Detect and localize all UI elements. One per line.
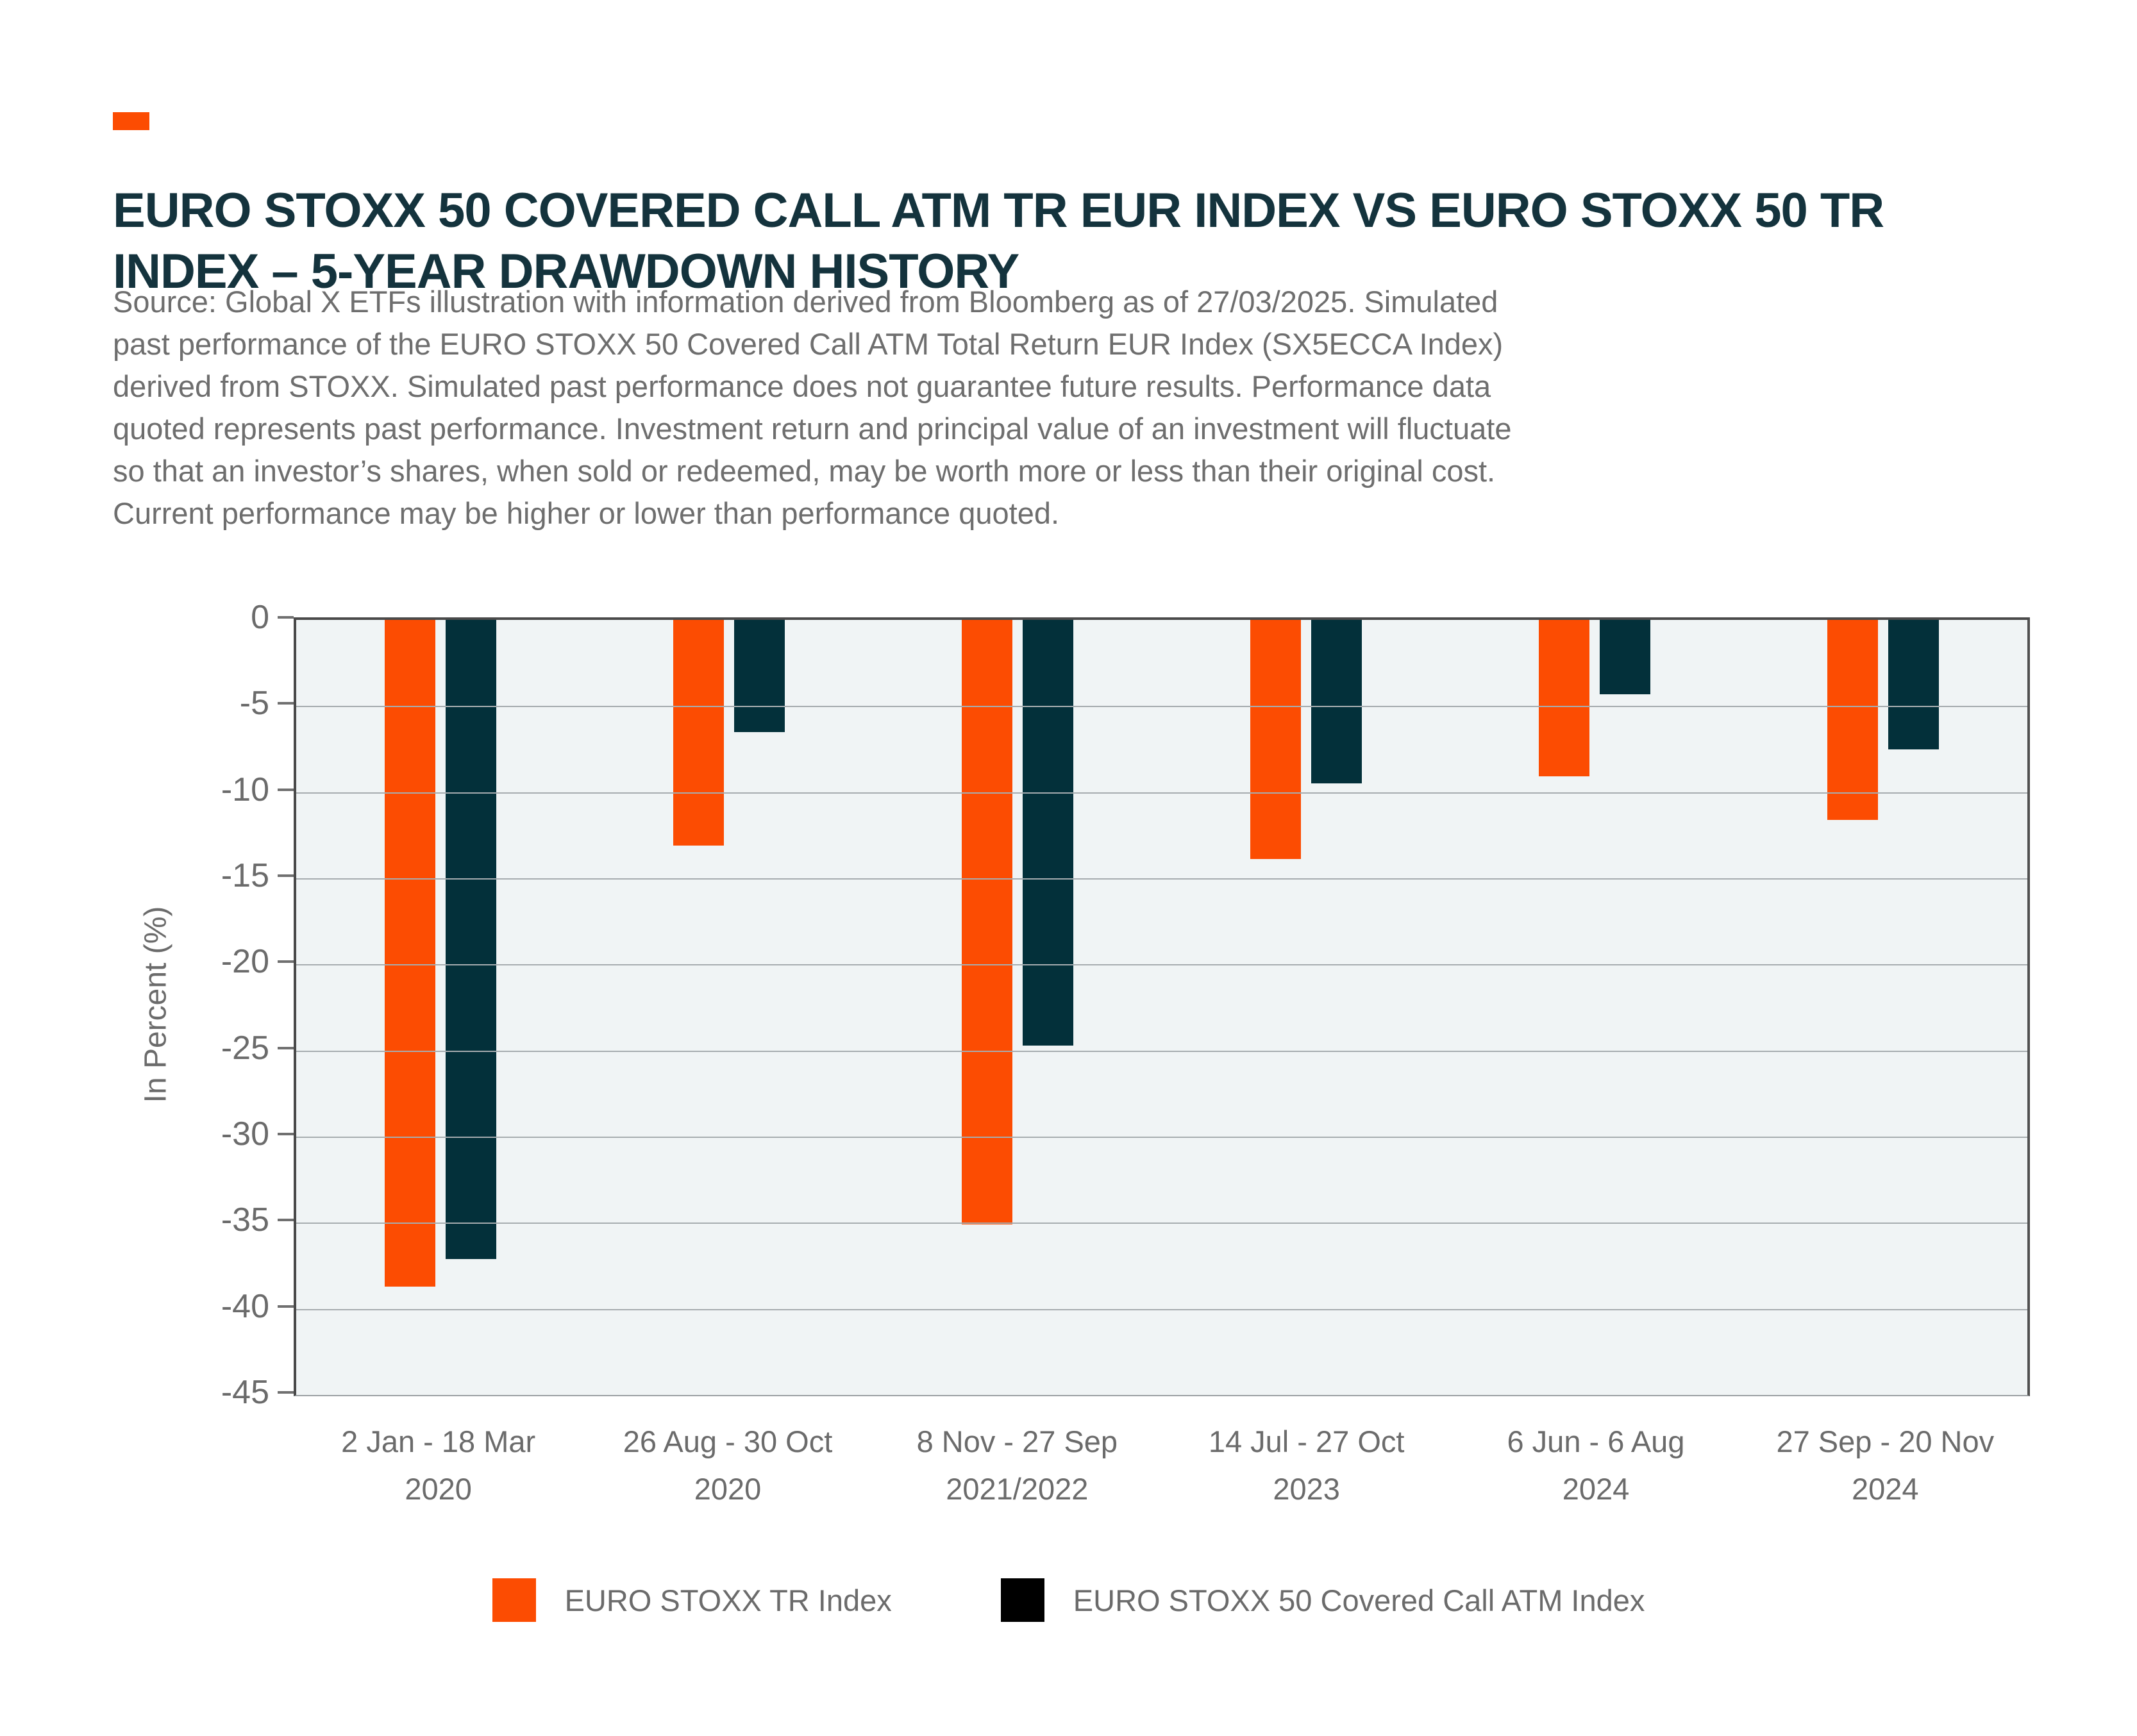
y-axis-tick-label: -25 <box>221 1029 269 1067</box>
bar-covered-call-atm-index <box>1023 620 1073 1046</box>
bar-group <box>1739 620 2027 1395</box>
source-note-line: so that an investor’s shares, when sold … <box>113 454 1496 488</box>
bar-euro-stoxx-tr-index <box>673 620 724 846</box>
bar-euro-stoxx-tr-index <box>1539 620 1589 777</box>
x-axis-category-label: 2 Jan - 18 Mar 2020 <box>294 1418 583 1513</box>
x-axis-category-label-line: 2021/2022 <box>946 1472 1089 1506</box>
x-axis-category-label-line: 2024 <box>1852 1472 1919 1506</box>
x-axis-category-label: 14 Jul - 27 Oct 2023 <box>1162 1418 1451 1513</box>
y-axis-tick-mark <box>278 1305 294 1308</box>
page-title: EURO STOXX 50 COVERED CALL ATM TR EUR IN… <box>113 180 2075 302</box>
source-note-line: Source: Global X ETFs illustration with … <box>113 285 1498 319</box>
page-title-line-1: EURO STOXX 50 COVERED CALL ATM TR EUR IN… <box>113 183 1884 238</box>
x-axis-category-label-line: 2024 <box>1562 1472 1630 1506</box>
y-axis-tick-mark <box>278 1133 294 1135</box>
y-axis-tick-mark <box>278 702 294 705</box>
bar-covered-call-atm-index <box>1311 620 1362 784</box>
y-axis-tick-label: -45 <box>221 1374 269 1411</box>
x-axis-category-label-line: 8 Nov - 27 Sep <box>916 1424 1118 1458</box>
y-axis-tick-label: 0 <box>251 599 269 636</box>
legend-item-euro-stoxx-tr-index: EURO STOXX TR Index <box>492 1578 892 1622</box>
bar-euro-stoxx-tr-index <box>1827 620 1878 820</box>
bar-groups <box>296 620 2027 1395</box>
y-axis-tick-label: -5 <box>239 685 269 722</box>
gridline <box>296 1223 2027 1224</box>
source-note-line: quoted represents past performance. Inve… <box>113 412 1512 446</box>
x-axis-category-label-line: 2020 <box>694 1472 762 1506</box>
source-note: Source: Global X ETFs illustration with … <box>113 281 2075 535</box>
bar-group <box>1162 620 1450 1395</box>
bar-euro-stoxx-tr-index <box>962 620 1012 1225</box>
chart-legend: EURO STOXX TR Index EURO STOXX 50 Covere… <box>0 1578 2137 1622</box>
x-axis-category-label-line: 6 Jun - 6 Aug <box>1507 1424 1685 1458</box>
y-axis-tick-label: -20 <box>221 943 269 981</box>
gridline <box>296 706 2027 708</box>
legend-label: EURO STOXX 50 Covered Call ATM Index <box>1073 1583 1645 1617</box>
chart-plot-area <box>294 617 2030 1396</box>
y-axis-tick-mark <box>278 788 294 791</box>
x-axis-category-label-line: 2 Jan - 18 Mar <box>341 1424 536 1458</box>
legend-swatch-black <box>1000 1578 1044 1622</box>
y-axis-tick-mark <box>278 874 294 877</box>
gridline <box>296 792 2027 794</box>
bar-covered-call-atm-index <box>446 620 496 1259</box>
y-axis-tick-mark <box>278 616 294 619</box>
gridline <box>296 1050 2027 1052</box>
gridline <box>296 1308 2027 1310</box>
bar-covered-call-atm-index <box>734 620 785 732</box>
y-axis-tick-mark <box>278 960 294 964</box>
bar-group <box>296 620 585 1395</box>
bar-covered-call-atm-index <box>1888 620 1939 749</box>
bar-group <box>1450 620 1739 1395</box>
gridline <box>296 964 2027 966</box>
bar-group <box>585 620 873 1395</box>
y-axis-tick-mark <box>278 1046 294 1049</box>
y-axis-tick-label: -15 <box>221 857 269 894</box>
bar-euro-stoxx-tr-index <box>1250 620 1301 860</box>
bar-covered-call-atm-index <box>1600 620 1650 694</box>
y-axis-tick-marks <box>278 616 294 1394</box>
bar-group <box>873 620 1162 1395</box>
x-axis-category-label-line: 26 Aug - 30 Oct <box>623 1424 833 1458</box>
y-axis-tick-label: -30 <box>221 1115 269 1153</box>
legend-swatch-orange <box>492 1578 536 1622</box>
legend-label: EURO STOXX TR Index <box>564 1583 892 1617</box>
x-axis-category-label-line: 2023 <box>1273 1472 1340 1506</box>
source-note-line: past performance of the EURO STOXX 50 Co… <box>113 327 1504 361</box>
y-axis-tick-mark <box>278 1391 294 1394</box>
y-axis-tick-label: -40 <box>221 1287 269 1325</box>
x-axis-category-label: 8 Nov - 27 Sep 2021/2022 <box>873 1418 1162 1513</box>
source-note-line: derived from STOXX. Simulated past perfo… <box>113 369 1491 403</box>
legend-item-covered-call-atm-index: EURO STOXX 50 Covered Call ATM Index <box>1000 1578 1645 1622</box>
y-axis-tick-label: -35 <box>221 1201 269 1239</box>
accent-bar <box>113 112 149 130</box>
x-axis-category-label-line: 2020 <box>405 1472 472 1506</box>
gridline <box>296 878 2027 880</box>
x-axis-category-label-line: 14 Jul - 27 Oct <box>1208 1424 1405 1458</box>
bar-euro-stoxx-tr-index <box>385 620 435 1287</box>
gridline <box>296 1137 2027 1138</box>
x-axis-category-label: 26 Aug - 30 Oct 2020 <box>583 1418 872 1513</box>
x-axis-category-label: 27 Sep - 20 Nov 2024 <box>1741 1418 2030 1513</box>
x-axis-category-label-line: 27 Sep - 20 Nov <box>1776 1424 1995 1458</box>
y-axis-tick-labels: 0 -5 -10 -15 -20 -25 -30 -35 -40 -45 <box>135 599 269 1411</box>
y-axis-tick-mark <box>278 1219 294 1222</box>
y-axis-tick-label: -10 <box>221 771 269 808</box>
page-title-line-2: INDEX – 5-YEAR DRAWDOWN HISTORY <box>113 244 1019 299</box>
x-axis-category-labels: 2 Jan - 18 Mar 2020 26 Aug - 30 Oct 2020 8 N… <box>294 1418 2030 1513</box>
x-axis-category-label: 6 Jun - 6 Aug 2024 <box>1451 1418 1740 1513</box>
source-note-line: Current performance may be higher or low… <box>113 496 1060 530</box>
